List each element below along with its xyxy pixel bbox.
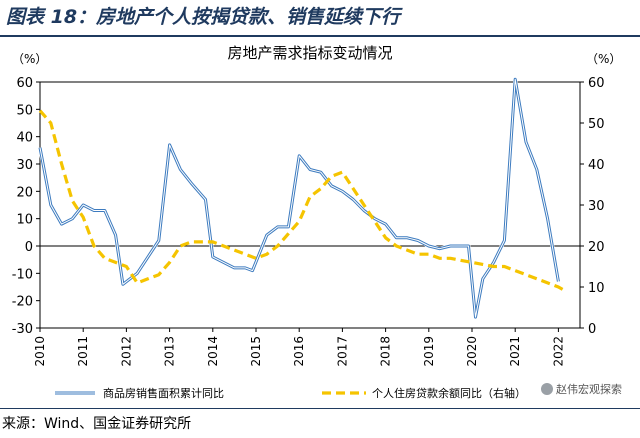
- right-tick-label: 60: [588, 76, 605, 91]
- x-axis-ticks: 2010 2011 2012 2013 2014 2015 2016 2017 2018 2019…: [33, 328, 565, 367]
- right-tick-label: 20: [588, 240, 605, 255]
- x-tick-label: 2011: [76, 336, 90, 367]
- x-tick-label: 2018: [379, 336, 393, 367]
- series-lines: [38, 77, 567, 320]
- right-tick-label: 40: [588, 158, 605, 173]
- x-tick-label: 2022: [551, 336, 565, 367]
- chart-title: 房地产需求指标变动情况: [227, 44, 392, 62]
- right-tick-label: 10: [588, 281, 605, 296]
- left-tick-label: 10: [16, 213, 33, 228]
- left-axis-ticks: -30 -20 -10 0 10 20 30 40 50 60: [12, 76, 40, 337]
- left-tick-label: 60: [16, 76, 33, 91]
- left-tick-label: 30: [16, 158, 33, 173]
- legend: 商品房销售面积累计同比 个人住房贷款余额同比（右轴）: [55, 386, 526, 400]
- right-tick-label: 0: [588, 322, 596, 337]
- left-tick-label: 50: [16, 103, 33, 118]
- bottom-rule: [0, 408, 640, 409]
- x-tick-label: 2020: [465, 336, 479, 367]
- plot-border: [39, 81, 581, 329]
- left-tick-label: -30: [12, 322, 33, 337]
- x-tick-label: 2013: [163, 336, 177, 367]
- x-tick-label: 2017: [335, 336, 349, 367]
- x-tick-label: 2021: [508, 336, 522, 367]
- right-axis-ticks: 0 10 20 30 40 50 60: [580, 76, 605, 337]
- left-tick-label: -10: [12, 267, 33, 282]
- wechat-icon: [541, 383, 553, 395]
- watermark: 赵伟宏观探索: [541, 381, 622, 397]
- title-rule: [0, 35, 640, 37]
- legend-label-blue: 商品房销售面积累计同比: [103, 386, 224, 400]
- x-tick-label: 2019: [422, 336, 436, 367]
- series-line-left-inner: [39, 78, 559, 318]
- series-line-outline: [38, 77, 561, 320]
- series-line-right: [38, 109, 567, 293]
- left-tick-label: 0: [25, 240, 33, 255]
- x-tick-label: 2010: [33, 336, 47, 367]
- left-tick-label: 40: [16, 131, 33, 146]
- left-tick-label: 20: [16, 185, 33, 200]
- left-tick-label: -20: [12, 295, 33, 310]
- x-tick-label: 2015: [249, 336, 263, 367]
- x-tick-label: 2014: [206, 336, 220, 367]
- plot-frame: [39, 81, 581, 329]
- chart: 房地产需求指标变动情况 （%） （%） -30 -20 -10 0 10 20 30 40 50…: [12, 44, 622, 400]
- x-tick-label: 2016: [292, 336, 306, 367]
- right-tick-label: 30: [588, 199, 605, 214]
- source-note: 来源：Wind、国金证券研究所: [2, 416, 192, 432]
- watermark-text: 赵伟宏观探索: [556, 383, 622, 396]
- x-tick-label: 2012: [119, 336, 133, 367]
- page-title: 图表 18：房地产个人按揭贷款、销售延续下行: [6, 6, 401, 28]
- legend-label-yellow: 个人住房贷款余额同比（右轴）: [372, 386, 526, 400]
- y-right-unit: （%）: [586, 52, 621, 66]
- right-tick-label: 50: [588, 117, 605, 132]
- y-left-unit: （%）: [12, 52, 47, 66]
